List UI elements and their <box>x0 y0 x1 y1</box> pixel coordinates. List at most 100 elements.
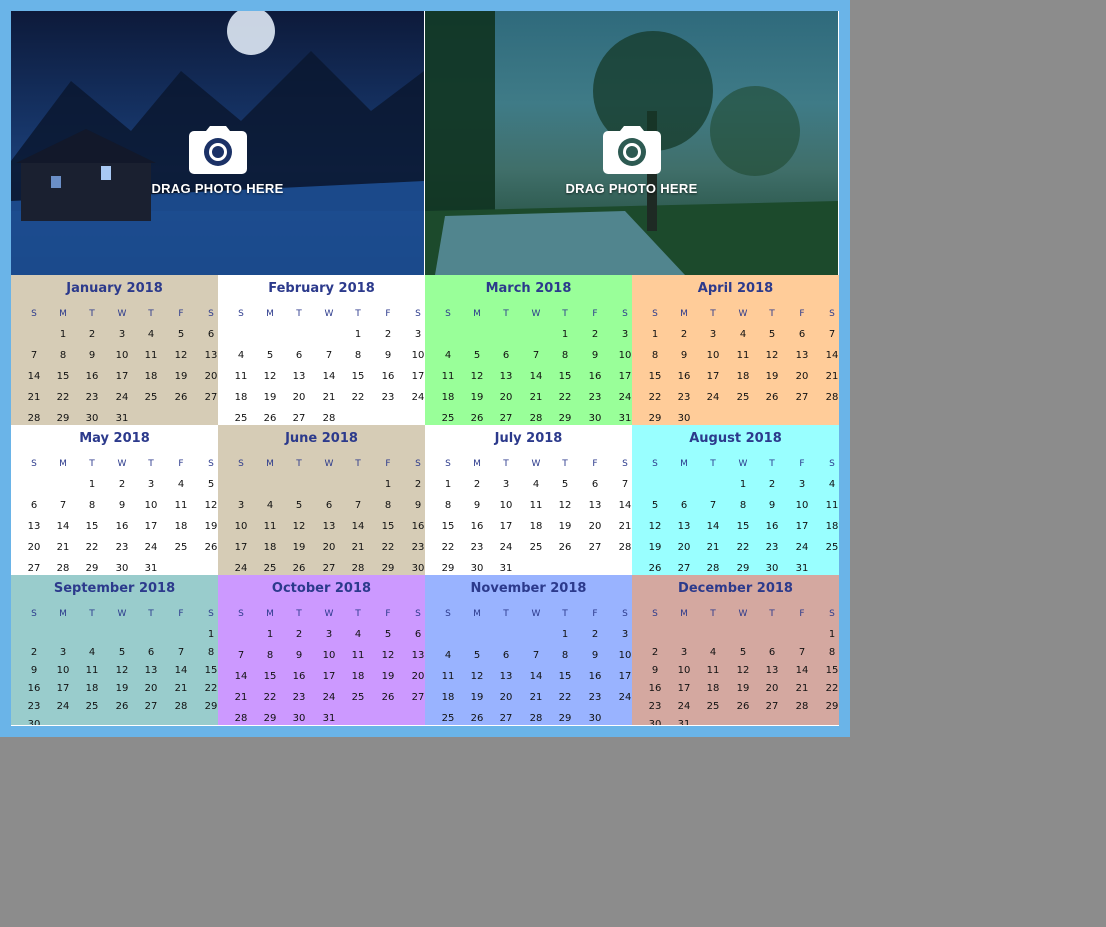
day-cell: 11 <box>234 371 248 382</box>
weekday-label: F <box>799 609 805 619</box>
weekday-label: S <box>622 459 628 469</box>
day-cell: 9 <box>118 500 126 511</box>
day-cell: 7 <box>532 650 540 661</box>
day-cell: 21 <box>56 542 70 553</box>
day-cell: 14 <box>706 521 720 532</box>
day-cell: 7 <box>798 647 806 658</box>
weekday-label: T <box>503 309 509 319</box>
weekday-label: S <box>652 609 658 619</box>
day-cell: 6 <box>30 500 38 511</box>
day-cell: 13 <box>677 521 691 532</box>
day-cell: 19 <box>381 671 395 682</box>
week-row: 6 7 8 9 10 11 12 <box>11 500 218 514</box>
weekday-label: S <box>31 309 37 319</box>
day-cell: 18 <box>234 392 248 403</box>
day-cell: 19 <box>204 521 218 532</box>
week-row: 30 <box>11 719 218 725</box>
weekday-label: F <box>592 609 598 619</box>
week-row: 18 19 20 21 22 23 24 <box>425 392 632 406</box>
day-cell: 25 <box>174 542 188 553</box>
day-cell: 29 <box>558 413 572 424</box>
day-cell: 7 <box>532 350 540 361</box>
weekday-label: S <box>208 459 214 469</box>
day-cell: 18 <box>351 671 365 682</box>
month-title: March 2018 <box>485 281 572 296</box>
day-cell: 13 <box>322 521 336 532</box>
day-cell: 1 <box>651 329 659 340</box>
day-cell: 18 <box>441 392 455 403</box>
weekday-label: W <box>531 309 541 319</box>
day-cell: 30 <box>765 563 779 574</box>
week-row: 28 29 30 31 <box>11 413 218 425</box>
day-cell: 16 <box>115 521 129 532</box>
day-cell: 8 <box>651 350 659 361</box>
week-row: 10 11 12 13 14 15 16 <box>218 521 425 535</box>
weekday-label: F <box>592 459 598 469</box>
weekday-label: W <box>117 309 127 319</box>
day-cell: 7 <box>621 479 629 490</box>
day-cell: 20 <box>588 521 602 532</box>
day-cell: 29 <box>204 701 218 712</box>
week-row: 25 26 27 28 29 30 <box>425 713 632 725</box>
day-cell: 4 <box>177 479 185 490</box>
month-november: November 2018 S M T W T F S 1 2 3 4 5 6 7 8 9 10 11 12 13 14 1… <box>425 575 632 725</box>
week-row: 1 2 3 4 5 6 7 <box>632 329 839 343</box>
day-cell: 23 <box>292 692 306 703</box>
day-cell: 17 <box>115 371 129 382</box>
day-cell: 10 <box>234 521 248 532</box>
weekday-label: S <box>415 609 421 619</box>
photo-drop-zone-right[interactable]: DRAG PHOTO HERE <box>425 11 838 275</box>
day-cell: 12 <box>470 671 484 682</box>
day-cell: 9 <box>88 350 96 361</box>
day-cell: 24 <box>499 542 513 553</box>
day-cell: 19 <box>648 542 662 553</box>
week-row: 24 25 26 27 28 29 30 <box>218 563 425 575</box>
day-cell: 21 <box>234 692 248 703</box>
day-cell: 14 <box>234 671 248 682</box>
weekday-label: S <box>415 459 421 469</box>
day-cell: 26 <box>765 392 779 403</box>
day-cell: 3 <box>798 479 806 490</box>
day-cell: 10 <box>115 350 129 361</box>
day-cell: 10 <box>795 500 809 511</box>
week-row: 15 16 17 18 19 20 21 <box>425 521 632 535</box>
week-row: 9 10 11 12 13 14 15 <box>11 665 218 679</box>
day-cell: 29 <box>736 563 750 574</box>
day-cell: 14 <box>795 665 809 676</box>
day-cell: 11 <box>441 671 455 682</box>
month-july: July 2018 S M T W T F S 1 2 3 4 5 6 7 8 9 10 11 12 13 14 15 16 1… <box>425 425 632 575</box>
week-row: 12 13 14 15 16 17 18 <box>632 521 839 535</box>
week-row: 18 19 20 21 22 23 24 <box>218 392 425 406</box>
day-cell: 21 <box>795 683 809 694</box>
day-cell: 5 <box>739 647 747 658</box>
weekday-label: W <box>738 609 748 619</box>
day-cell: 2 <box>591 629 599 640</box>
day-cell: 25 <box>706 701 720 712</box>
day-cell: 9 <box>414 500 422 511</box>
day-cell: 23 <box>27 701 41 712</box>
day-cell: 8 <box>88 500 96 511</box>
weekday-label: T <box>355 459 361 469</box>
week-row: 2 3 4 5 6 7 8 <box>632 647 839 661</box>
weekday-label: W <box>117 609 127 619</box>
day-cell: 13 <box>499 671 513 682</box>
day-cell: 12 <box>558 500 572 511</box>
photo-drop-zone-left[interactable]: DRAG PHOTO HERE <box>11 11 424 275</box>
day-cell: 19 <box>765 371 779 382</box>
day-cell: 6 <box>798 329 806 340</box>
weekday-label: T <box>769 609 775 619</box>
day-cell: 2 <box>414 479 422 490</box>
day-cell: 5 <box>207 479 215 490</box>
month-june: June 2018 S M T W T F S 1 2 3 4 5 6 7 8 9 10 11 12 13 14 15 16 1… <box>218 425 425 575</box>
day-cell: 27 <box>144 701 158 712</box>
day-cell: 3 <box>621 329 629 340</box>
weekday-label: S <box>622 609 628 619</box>
day-cell: 31 <box>322 713 336 724</box>
day-cell: 4 <box>88 647 96 658</box>
month-title: April 2018 <box>697 281 774 296</box>
day-cell: 7 <box>828 329 836 340</box>
day-cell: 24 <box>115 392 129 403</box>
day-cell: 6 <box>768 647 776 658</box>
